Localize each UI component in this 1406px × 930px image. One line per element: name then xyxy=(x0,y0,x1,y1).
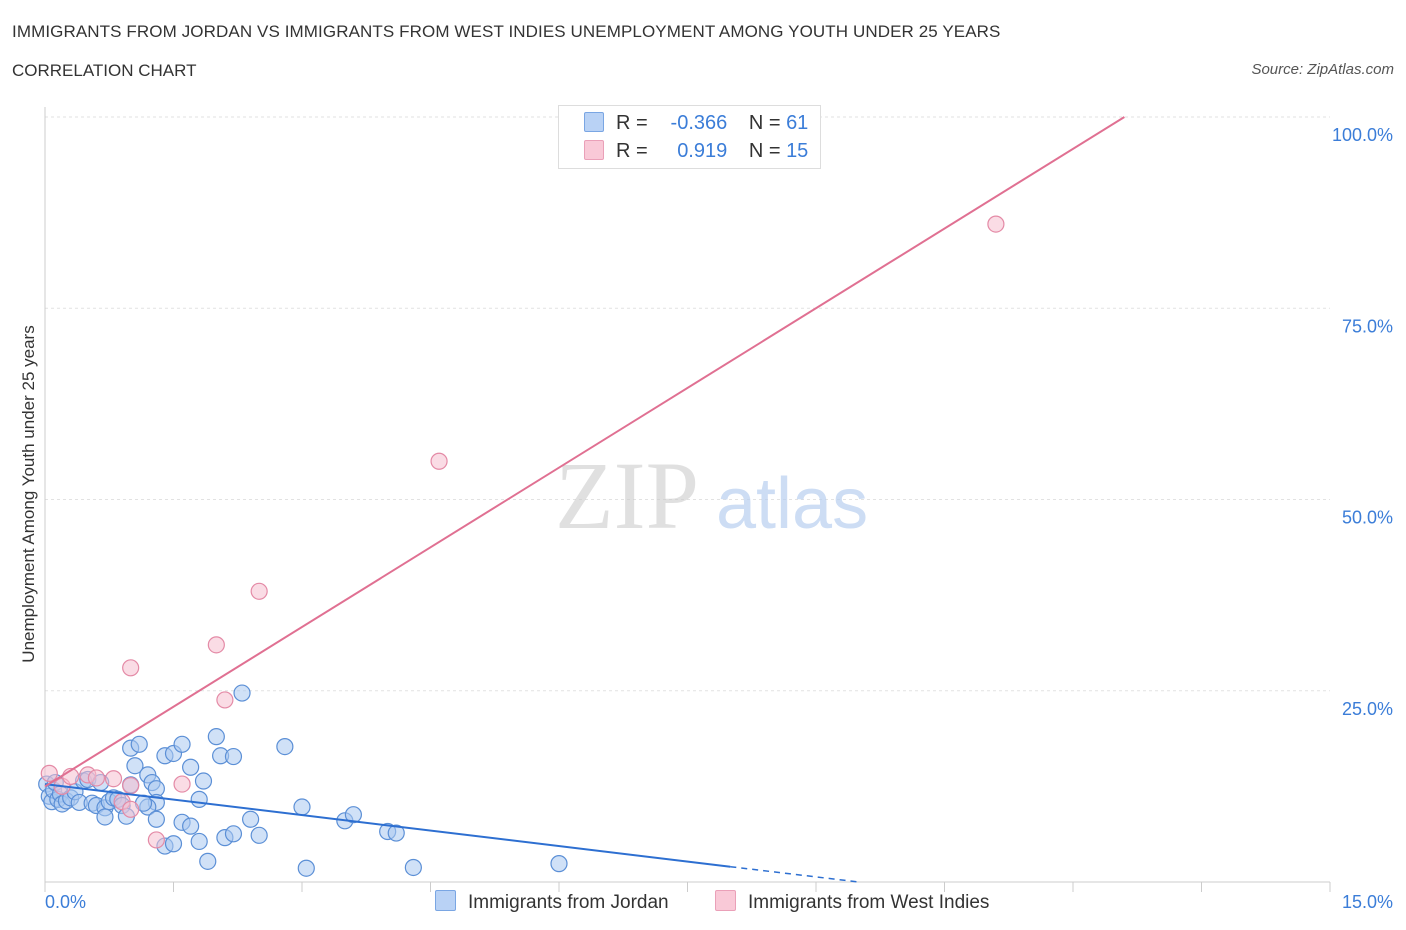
legend-n-label: N = xyxy=(748,140,781,162)
point-jordan xyxy=(233,684,251,702)
bottom-legend-westindies: Immigrants from West Indies xyxy=(715,890,989,914)
point-westindies xyxy=(250,582,268,600)
trend-line-westindies xyxy=(44,116,1125,788)
point-westindies xyxy=(122,777,140,795)
point-jordan xyxy=(404,858,422,877)
y-tick-label: 100.0% xyxy=(1332,125,1393,145)
point-jordan xyxy=(164,835,183,853)
correlation-legend: R = -0.366 N = 61 R = 0.919 N = 15 xyxy=(558,105,821,169)
legend-r-label: R = xyxy=(616,140,648,162)
point-westindies xyxy=(104,770,123,788)
bottom-legend-swatch-jordan xyxy=(435,890,456,911)
point-jordan xyxy=(190,790,208,808)
legend-n-value: 61 xyxy=(786,112,809,134)
point-jordan xyxy=(194,772,213,790)
legend-swatch-westindies xyxy=(584,140,604,160)
legend-swatch-jordan xyxy=(584,112,604,132)
y-tick-labels: 25.0% 50.0% 75.0% 100.0% xyxy=(1332,125,1393,719)
x-tick-label-min: 0.0% xyxy=(45,892,86,912)
point-jordan xyxy=(550,855,568,873)
legend-r-value: 0.919 xyxy=(677,140,728,162)
point-westindies xyxy=(122,800,140,818)
point-jordan xyxy=(130,735,148,753)
point-westindies xyxy=(147,831,165,849)
chart-source: Source: ZipAtlas.com xyxy=(1251,61,1394,78)
y-axis-label: Unemployment Among Youth under 25 years xyxy=(19,325,38,662)
bottom-legend-jordan: Immigrants from Jordan xyxy=(435,890,669,914)
point-jordan xyxy=(224,747,243,766)
point-westindies xyxy=(122,659,140,677)
point-jordan xyxy=(207,728,225,746)
point-westindies xyxy=(87,769,106,787)
bottom-legend-label-westindies: Immigrants from West Indies xyxy=(748,892,990,913)
trend-line-jordan xyxy=(44,783,731,868)
series-westindies-points xyxy=(40,215,1005,849)
point-westindies xyxy=(987,215,1005,233)
point-jordan xyxy=(96,808,114,826)
point-jordan xyxy=(182,758,200,776)
point-westindies xyxy=(40,764,58,782)
y-tick-label: 25.0% xyxy=(1342,699,1393,719)
legend-row-westindies: R = 0.919 N = 15 xyxy=(584,140,808,164)
x-tick-label-max: 15.0% xyxy=(1342,892,1393,912)
chart-subtitle: CORRELATION CHART xyxy=(12,61,197,80)
point-jordan xyxy=(224,825,243,843)
point-jordan xyxy=(276,737,294,756)
point-westindies xyxy=(207,636,225,654)
chart-title: IMMIGRANTS FROM JORDAN VS IMMIGRANTS FRO… xyxy=(12,22,1001,41)
point-westindies xyxy=(216,691,234,709)
legend-row-jordan: R = -0.366 N = 61 xyxy=(584,112,808,136)
point-jordan xyxy=(199,852,217,870)
trend-lines xyxy=(44,116,1125,883)
y-tick-label: 75.0% xyxy=(1342,316,1393,336)
bottom-legend-swatch-westindies xyxy=(715,890,736,911)
point-westindies xyxy=(173,775,191,793)
trend-line-jordan-extension xyxy=(730,865,859,883)
bottom-legend-label-jordan: Immigrants from Jordan xyxy=(468,892,669,913)
point-jordan xyxy=(387,824,405,842)
point-jordan xyxy=(126,757,144,775)
point-jordan xyxy=(250,826,268,844)
y-tick-label: 50.0% xyxy=(1342,508,1393,528)
point-jordan xyxy=(190,832,208,851)
watermark-atlas: atlas xyxy=(716,464,868,544)
legend-r-label: R = xyxy=(616,112,648,134)
legend-n-value: 15 xyxy=(786,140,809,162)
point-jordan xyxy=(297,859,315,877)
point-jordan xyxy=(293,798,311,816)
watermark-zip: ZIP xyxy=(555,442,699,549)
grid-lines xyxy=(45,116,1330,692)
point-jordan xyxy=(173,735,191,753)
legend-n-label: N = xyxy=(748,112,781,134)
point-jordan xyxy=(147,810,165,828)
point-westindies xyxy=(430,452,448,470)
point-jordan xyxy=(242,810,260,828)
point-jordan xyxy=(182,817,200,835)
point-jordan xyxy=(344,806,362,824)
axes xyxy=(44,107,1331,892)
legend-r-value: -0.366 xyxy=(670,112,728,134)
